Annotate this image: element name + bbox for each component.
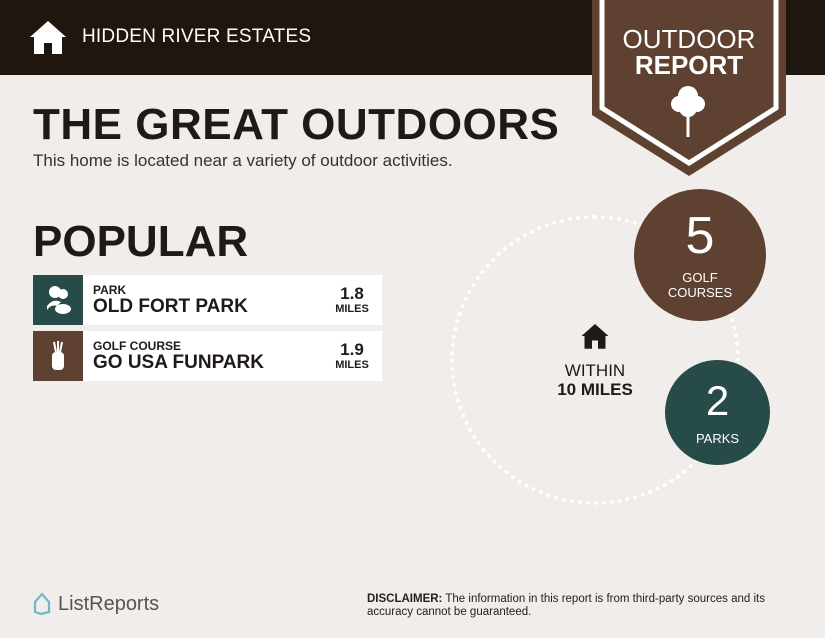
- radius-ring: [450, 215, 740, 505]
- golf-bag-icon: [33, 331, 83, 381]
- park-icon: [33, 275, 83, 325]
- brand-name: HIDDEN RIVER ESTATES: [82, 26, 312, 47]
- within-label: WITHIN 10 MILES: [545, 322, 645, 399]
- brand: HIDDEN RIVER ESTATES: [28, 19, 311, 55]
- home-icon: [30, 21, 66, 54]
- page-subtitle: This home is located near a variety of o…: [33, 151, 453, 170]
- popular-item-park[interactable]: PARK OLD FORT PARK 1.8 MILES: [33, 275, 382, 325]
- home-icon: [581, 324, 609, 349]
- banner-title: OUTDOOR REPORT: [622, 24, 756, 80]
- popular-title: POPULAR: [33, 217, 249, 266]
- listreports-logo: ListReports: [32, 592, 159, 616]
- page-title: THE GREAT OUTDOORS: [33, 100, 560, 149]
- disclaimer: DISCLAIMER: The information in this repo…: [367, 593, 765, 618]
- golf-courses-count: 5 GOLF COURSES: [634, 189, 766, 321]
- tree-icon: [671, 86, 705, 137]
- popular-item-golf[interactable]: GOLF COURSE GO USA FUNPARK 1.9 MILES: [33, 331, 382, 381]
- parks-count: 2 PARKS: [665, 360, 770, 465]
